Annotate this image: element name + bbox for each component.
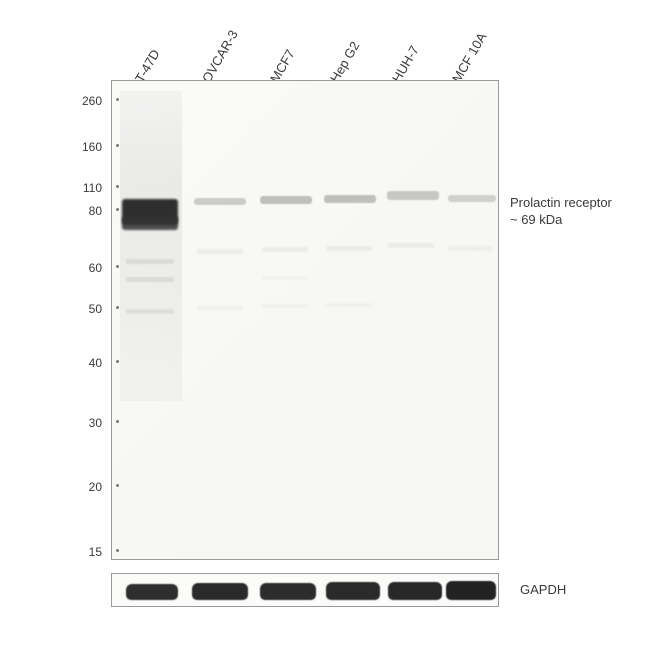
mw-tick-dot [116, 420, 119, 423]
mw-marker-label: 15 [72, 545, 102, 559]
faint-band [197, 306, 243, 310]
protein-band [194, 198, 246, 205]
target-name: Prolactin receptor [510, 195, 612, 210]
gapdh-band [126, 584, 178, 600]
mw-marker-label: 160 [72, 140, 102, 154]
protein-band [448, 195, 496, 202]
gapdh-loading-control [111, 573, 499, 607]
mw-marker-label: 80 [72, 204, 102, 218]
protein-band [387, 191, 439, 200]
mw-tick-dot [116, 265, 119, 268]
protein-band [324, 195, 376, 203]
lane-label: OVCAR-3 [199, 27, 241, 85]
western-blot-figure: T-47DOVCAR-3MCF7Hep G2HUH-7MCF 10A 26016… [0, 0, 650, 649]
gapdh-label: GAPDH [520, 582, 566, 599]
mw-marker-label: 20 [72, 480, 102, 494]
mw-tick-dot [116, 549, 119, 552]
gapdh-text: GAPDH [520, 582, 566, 597]
faint-band [262, 276, 308, 280]
faint-band [448, 246, 492, 251]
mw-marker-label: 60 [72, 261, 102, 275]
mw-tick-dot [116, 144, 119, 147]
lane-label: MCF 10A [449, 30, 489, 85]
gapdh-band [388, 582, 442, 600]
faint-band [262, 304, 308, 308]
mw-tick-dot [116, 185, 119, 188]
lane-label: HUH-7 [389, 43, 422, 85]
faint-band [326, 303, 372, 307]
gapdh-band [260, 583, 316, 600]
lane-label: Hep G2 [327, 39, 362, 85]
mw-marker-label: 40 [72, 356, 102, 370]
mw-tick-dot [116, 360, 119, 363]
mw-tick-dot [116, 484, 119, 487]
target-size: ~ 69 kDa [510, 212, 562, 227]
gapdh-band [446, 581, 496, 600]
mw-tick-dot [116, 306, 119, 309]
mw-marker-label: 260 [72, 94, 102, 108]
main-blot-image [111, 80, 499, 560]
target-protein-label: Prolactin receptor ~ 69 kDa [510, 195, 612, 229]
faint-band [388, 243, 434, 248]
faint-band [262, 247, 308, 252]
protein-band [260, 196, 312, 204]
lane-smear [120, 91, 182, 401]
mw-marker-label: 50 [72, 302, 102, 316]
mw-marker-label: 30 [72, 416, 102, 430]
faint-band [197, 249, 243, 254]
mw-tick-dot [116, 208, 119, 211]
faint-band [326, 246, 372, 251]
mw-marker-label: 110 [72, 181, 102, 195]
gapdh-band [192, 583, 248, 600]
mw-tick-dot [116, 98, 119, 101]
gapdh-band [326, 582, 380, 600]
